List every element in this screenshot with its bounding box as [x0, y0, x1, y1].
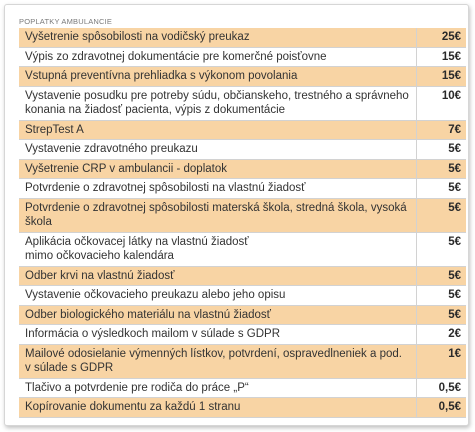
- fee-row: Odber biologického materiálu na vlastnú …: [19, 305, 466, 325]
- fee-table-body: Vyšetrenie spôsobilosti na vodičský preu…: [19, 28, 466, 418]
- fee-row: Vstupná preventívna prehliadka s výkonom…: [19, 66, 466, 87]
- fee-price: 10€: [416, 86, 466, 121]
- fee-price: 5€: [416, 285, 466, 306]
- fee-row: Vystavenie posudku pre potreby súdu, obč…: [19, 86, 466, 121]
- fee-name: Kopírovanie dokumentu za každú 1 stranu: [19, 397, 417, 418]
- fee-name: Vystavenie očkovacieho preukazu alebo je…: [19, 285, 417, 306]
- fee-price: 5€: [416, 139, 466, 160]
- fee-row: StrepTest A 7€: [19, 120, 466, 140]
- fee-name: Potvrdenie o zdravotnej spôsobilosti na …: [19, 178, 417, 199]
- fee-name: Odber biologického materiálu na vlastnú …: [19, 305, 417, 325]
- fee-name: Tlačivo a potvrdenie pre rodiča do práce…: [19, 378, 417, 398]
- fee-name: Vyšetrenie CRP v ambulancii - doplatok: [19, 159, 417, 179]
- fee-row: Potvrdenie o zdravotnej spôsobilosti mat…: [19, 198, 466, 233]
- fee-name: Vystavenie posudku pre potreby súdu, obč…: [19, 86, 417, 121]
- fee-row: Informácia o výsledkoch mailom v súlade …: [19, 324, 466, 345]
- fee-row: Výpis zo zdravotnej dokumentácie pre kom…: [19, 47, 466, 67]
- fee-row: Aplikácia očkovacej látky na vlastnú žia…: [19, 232, 466, 267]
- fee-name: Odber krvi na vlastnú žiadosť: [19, 266, 417, 286]
- section-title: POPLATKY AMBULANCIE: [19, 17, 113, 26]
- fee-price: 5€: [416, 198, 466, 233]
- fee-row: Potvrdenie o zdravotnej spôsobilosti na …: [19, 178, 466, 199]
- fee-price: 5€: [416, 266, 466, 286]
- fee-table: Vyšetrenie spôsobilosti na vodičský preu…: [19, 28, 466, 418]
- fee-price: 0,5€: [416, 378, 466, 398]
- fee-card: POPLATKY AMBULANCIE Vyšetrenie spôsobilo…: [4, 4, 469, 426]
- fee-price: 5€: [416, 232, 466, 267]
- fee-price: 5€: [416, 305, 466, 325]
- fee-row: Tlačivo a potvrdenie pre rodiča do práce…: [19, 378, 466, 398]
- fee-name: Mailové odosielanie výmenných lístkov, p…: [19, 344, 417, 379]
- fee-name: Vystavenie zdravotného preukazu: [19, 139, 417, 160]
- fee-price: 2€: [416, 324, 466, 345]
- fee-price: 1€: [416, 344, 466, 379]
- fee-row: Vystavenie zdravotného preukazu 5€: [19, 139, 466, 160]
- fee-price: 0,5€: [416, 397, 466, 418]
- fee-row: Odber krvi na vlastnú žiadosť 5€: [19, 266, 466, 286]
- fee-name: StrepTest A: [19, 120, 417, 140]
- fee-name: Informácia o výsledkoch mailom v súlade …: [19, 324, 417, 345]
- fee-price: 5€: [416, 159, 466, 179]
- fee-price: 7€: [416, 120, 466, 140]
- fee-price: 25€: [416, 28, 466, 48]
- fee-row: Mailové odosielanie výmenných lístkov, p…: [19, 344, 466, 379]
- fee-name: Výpis zo zdravotnej dokumentácie pre kom…: [19, 47, 417, 67]
- fee-row: Vyšetrenie spôsobilosti na vodičský preu…: [19, 28, 466, 48]
- fee-price: 15€: [416, 66, 466, 87]
- fee-row: Kopírovanie dokumentu za každú 1 stranu 0…: [19, 397, 466, 418]
- fee-name: Aplikácia očkovacej látky na vlastnú žia…: [19, 232, 417, 267]
- fee-price: 15€: [416, 47, 466, 67]
- fee-name: Vyšetrenie spôsobilosti na vodičský preu…: [19, 28, 417, 48]
- fee-price: 5€: [416, 178, 466, 199]
- fee-row: Vyšetrenie CRP v ambulancii - doplatok 5€: [19, 159, 466, 179]
- fee-row: Vystavenie očkovacieho preukazu alebo je…: [19, 285, 466, 306]
- fee-name: Potvrdenie o zdravotnej spôsobilosti mat…: [19, 198, 417, 233]
- fee-name: Vstupná preventívna prehliadka s výkonom…: [19, 66, 417, 87]
